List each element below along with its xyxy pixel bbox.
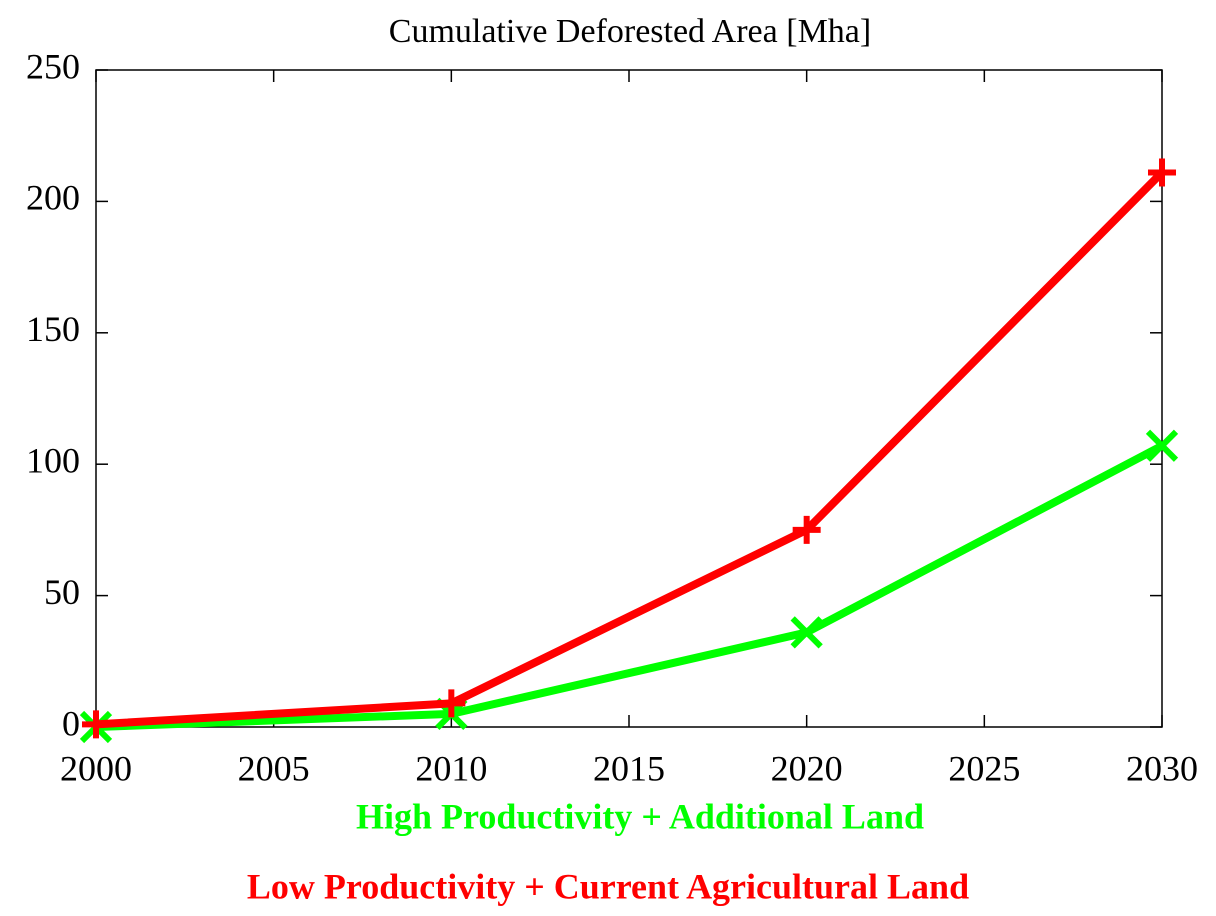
x-tick-label: 2005: [238, 748, 310, 788]
legend-label: Low Productivity + Current Agricultural …: [247, 866, 969, 906]
y-tick-label: 250: [26, 46, 80, 86]
y-tick-label: 150: [26, 309, 80, 349]
series-marker: [437, 689, 466, 718]
series-line: [95, 442, 1164, 731]
series-marker: [792, 515, 821, 544]
series-marker: [790, 616, 823, 649]
y-tick-label: 100: [26, 440, 80, 480]
x-tick-label: 2025: [948, 748, 1020, 788]
x-tick-label: 2000: [60, 748, 132, 788]
x-tick-label: 2030: [1126, 748, 1198, 788]
x-tick-label: 2020: [771, 748, 843, 788]
x-tick-label: 2015: [593, 748, 665, 788]
series-marker: [1148, 158, 1176, 187]
y-tick-label: 50: [44, 572, 80, 612]
x-tick-label: 2010: [415, 748, 487, 788]
y-tick-label: 0: [62, 703, 80, 743]
legend-label: High Productivity + Additional Land: [356, 796, 924, 836]
plot-frame: [95, 69, 1163, 728]
series-marker: [1145, 429, 1179, 462]
chart-title: Cumulative Deforested Area [Mha]: [389, 13, 871, 50]
y-tick-label: 200: [26, 178, 80, 218]
series-marker: [82, 710, 110, 739]
series-line: [95, 169, 1165, 729]
